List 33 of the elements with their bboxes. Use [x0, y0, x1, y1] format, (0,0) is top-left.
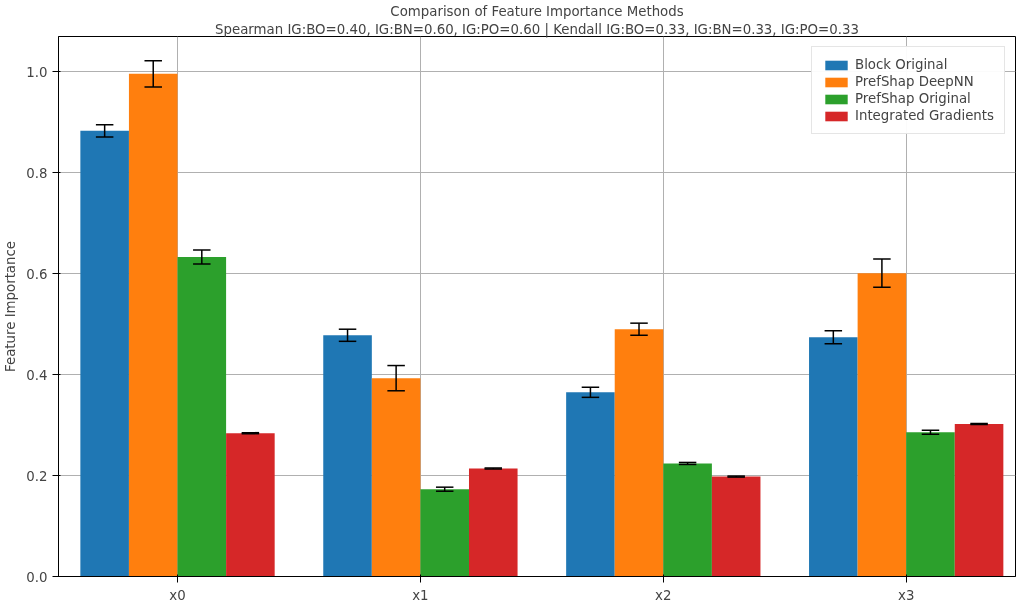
bar — [420, 489, 469, 577]
bar — [177, 257, 227, 577]
bar — [906, 432, 955, 577]
y-tick-label: 0.6 — [26, 266, 48, 282]
bar — [663, 463, 712, 577]
chart-subtitle: Spearman IG:BO=0.40, IG:BN=0.60, IG:PO=0.60 | Kendall IG:BO=0.33, IG:BN=0.33, IG:PO=0.33 — [215, 21, 859, 38]
legend-label: Integrated Gradients — [855, 108, 994, 123]
chart-title: Comparison of Feature Importance Methods — [390, 3, 684, 19]
y-tick-label: 0.0 — [26, 569, 48, 585]
y-axis-title: Feature Importance — [3, 241, 19, 372]
bar — [80, 130, 129, 577]
bar — [857, 273, 907, 577]
bar — [566, 392, 615, 577]
bar — [614, 329, 664, 577]
x-tick-label: x2 — [655, 587, 672, 603]
bar — [468, 468, 518, 577]
y-tick-label: 0.8 — [26, 165, 48, 181]
legend-label: PrefShap Original — [855, 91, 971, 106]
bar — [809, 337, 858, 577]
x-tick-label: x0 — [169, 587, 186, 603]
x-tick-label: x3 — [898, 587, 915, 603]
y-tick-label: 0.2 — [26, 468, 48, 484]
bar — [371, 378, 421, 577]
bar — [954, 424, 1004, 577]
bar — [323, 335, 372, 577]
bar — [711, 476, 761, 577]
y-tick-label: 1.0 — [26, 64, 48, 80]
legend-label: Block Original — [855, 57, 948, 72]
x-tick-label: x1 — [412, 587, 429, 603]
bar — [226, 433, 275, 577]
y-tick-label: 0.4 — [26, 367, 48, 383]
legend-label: PrefShap DeepNN — [855, 74, 974, 89]
bar — [128, 73, 178, 577]
